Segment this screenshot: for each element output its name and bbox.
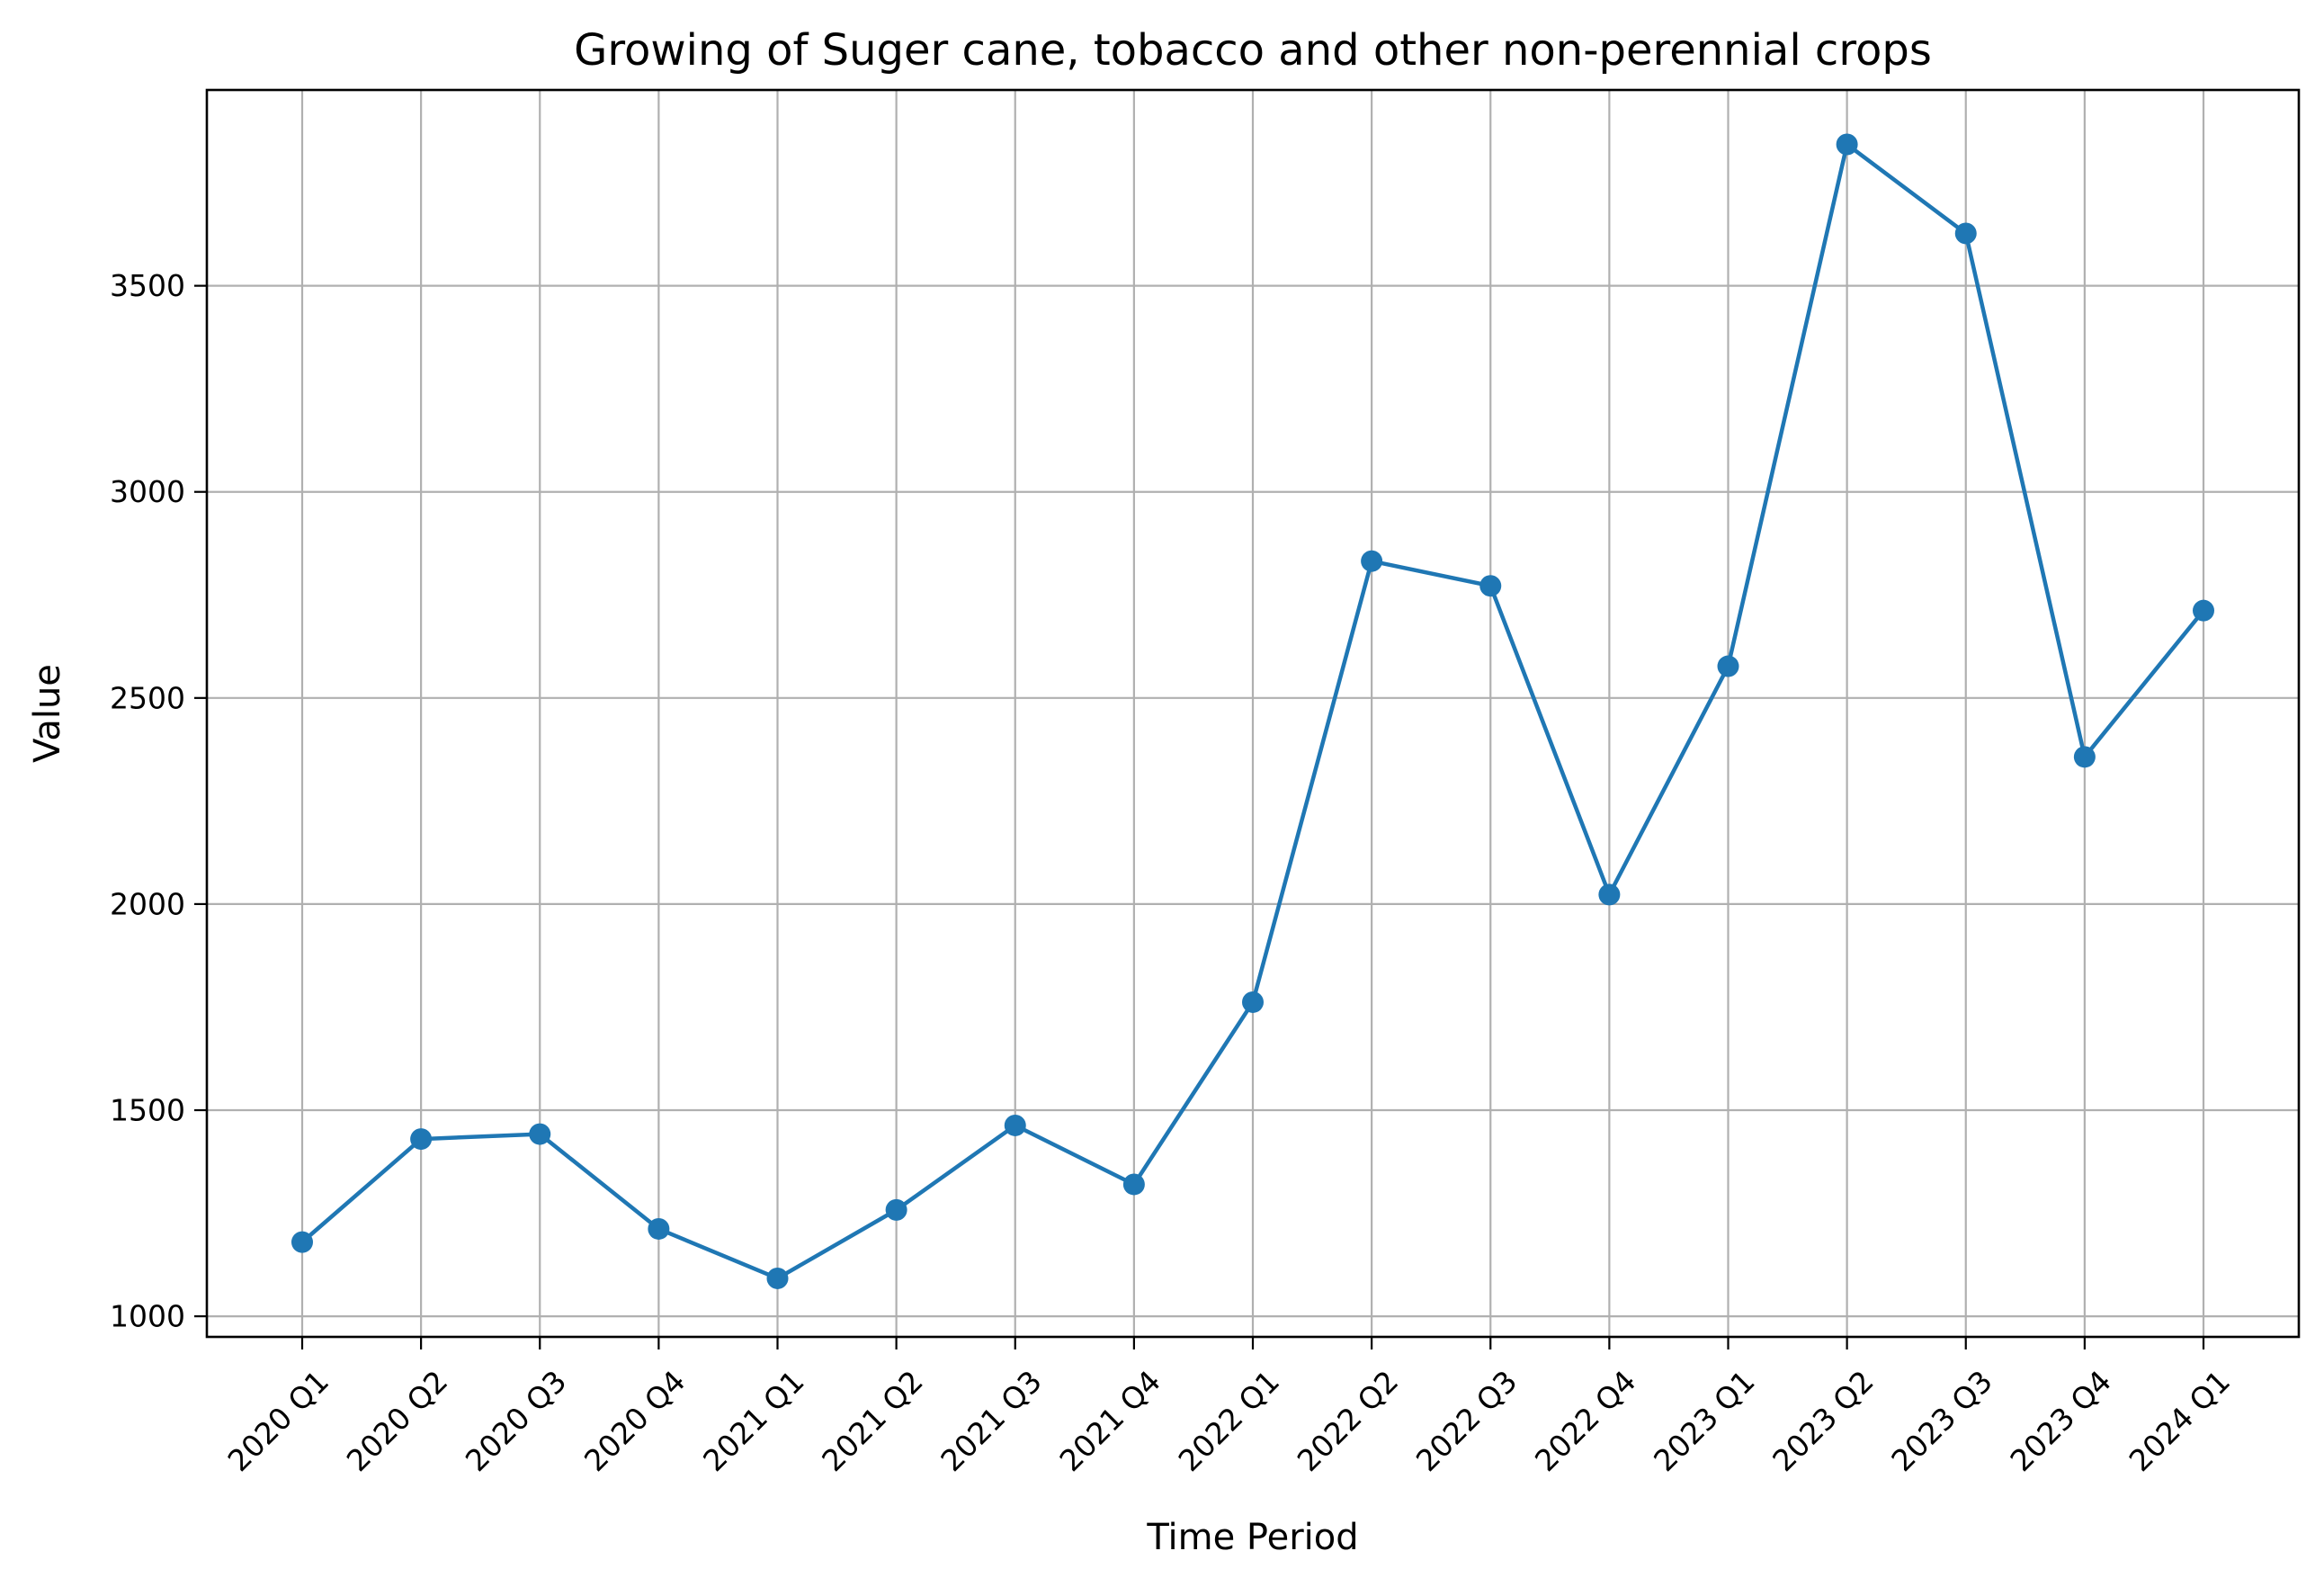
y-tick-label: 3500 xyxy=(110,268,185,303)
data-point xyxy=(1836,133,1858,156)
data-point xyxy=(1242,991,1264,1013)
y-tick-label: 3000 xyxy=(110,474,185,509)
data-point xyxy=(885,1198,907,1221)
grid xyxy=(207,90,2299,1337)
chart-title: Growing of Suger cane, tobacco and other… xyxy=(574,25,1932,76)
data-point xyxy=(1479,575,1502,597)
data-point xyxy=(1717,655,1739,677)
y-tick-label: 1000 xyxy=(110,1299,185,1334)
data-point xyxy=(1361,550,1383,572)
data-point xyxy=(2193,599,2214,622)
data-point xyxy=(1122,1173,1145,1196)
y-tick-label: 2500 xyxy=(110,680,185,715)
x-axis-label: Time Period xyxy=(1146,1517,1358,1558)
data-point xyxy=(529,1123,551,1145)
plot-frame xyxy=(205,88,2301,1339)
y-axis-label: Value xyxy=(27,664,68,763)
data-point xyxy=(1954,222,1977,245)
data-point xyxy=(410,1128,433,1151)
series-layer xyxy=(291,133,2214,1289)
data-point xyxy=(1598,883,1621,906)
y-tick-label: 1500 xyxy=(110,1093,185,1128)
data-point xyxy=(1004,1114,1026,1136)
data-point xyxy=(648,1217,670,1240)
y-tick-label: 2000 xyxy=(110,886,185,921)
data-point xyxy=(2073,746,2096,768)
data-point xyxy=(291,1231,313,1253)
data-point xyxy=(766,1267,789,1289)
